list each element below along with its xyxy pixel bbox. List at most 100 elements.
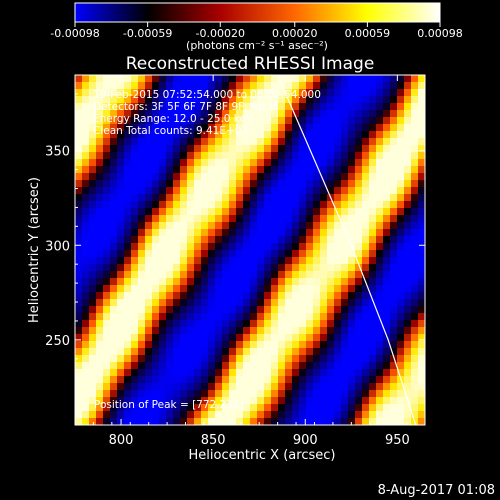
heatmap-cell xyxy=(404,327,412,335)
heatmap-cell xyxy=(376,138,384,146)
heatmap-cell xyxy=(166,131,174,139)
heatmap-cell xyxy=(257,313,265,321)
heatmap-cell xyxy=(327,145,335,153)
heatmap-cell xyxy=(236,145,244,153)
heatmap-cell xyxy=(138,89,146,97)
heatmap-cell xyxy=(369,82,377,90)
heatmap-cell xyxy=(243,243,251,251)
heatmap-cell xyxy=(404,208,412,216)
heatmap-cell xyxy=(397,334,405,342)
heatmap-cell xyxy=(187,117,195,125)
heatmap-cell xyxy=(75,327,83,335)
heatmap-cell xyxy=(355,103,363,111)
heatmap-cell xyxy=(222,159,230,167)
heatmap-cell xyxy=(257,152,265,160)
heatmap-cell xyxy=(250,278,258,286)
heatmap-cell xyxy=(299,110,307,118)
heatmap-cell xyxy=(75,208,83,216)
heatmap-cell xyxy=(117,138,125,146)
heatmap-cell xyxy=(320,243,328,251)
heatmap-cell xyxy=(103,96,111,104)
heatmap-cell xyxy=(187,390,195,398)
heatmap-cell xyxy=(418,313,425,321)
heatmap-cell xyxy=(222,173,230,181)
heatmap-cell xyxy=(264,96,272,104)
heatmap-cell xyxy=(131,397,139,405)
heatmap-cell xyxy=(124,411,132,419)
heatmap-cell xyxy=(257,194,265,202)
heatmap-cell xyxy=(341,369,349,377)
heatmap-cell xyxy=(208,334,216,342)
heatmap-cell xyxy=(397,348,405,356)
heatmap-cell xyxy=(278,110,286,118)
heatmap-cell xyxy=(250,327,258,335)
heatmap-cell xyxy=(208,306,216,314)
heatmap-cell xyxy=(222,166,230,174)
heatmap-cell xyxy=(306,152,314,160)
heatmap-cell xyxy=(201,334,209,342)
heatmap-cell xyxy=(320,194,328,202)
heatmap-cell xyxy=(264,278,272,286)
heatmap-cell xyxy=(89,411,97,419)
heatmap-cell xyxy=(96,124,104,132)
heatmap-cell xyxy=(306,334,314,342)
heatmap-cell xyxy=(306,82,314,90)
heatmap-cell xyxy=(334,180,342,188)
heatmap-cell xyxy=(96,208,104,216)
heatmap-cell xyxy=(103,404,111,412)
heatmap-cell xyxy=(376,229,384,237)
heatmap-cell xyxy=(215,348,223,356)
heatmap-cell xyxy=(313,145,321,153)
heatmap-cell xyxy=(341,271,349,279)
heatmap-cell xyxy=(187,159,195,167)
heatmap-cell xyxy=(292,327,300,335)
heatmap-cell xyxy=(264,264,272,272)
heatmap-cell xyxy=(355,250,363,258)
heatmap-cell xyxy=(89,208,97,216)
heatmap-cell xyxy=(96,159,104,167)
heatmap-cell xyxy=(180,201,188,209)
heatmap-cell xyxy=(411,229,419,237)
heatmap-cell xyxy=(334,194,342,202)
heatmap-cell xyxy=(250,243,258,251)
heatmap-cell xyxy=(145,250,153,258)
heatmap-cell xyxy=(299,383,307,391)
heatmap-cell xyxy=(271,264,279,272)
heatmap-cell xyxy=(271,159,279,167)
heatmap-cell xyxy=(159,313,167,321)
heatmap-cell xyxy=(334,243,342,251)
heatmap-cell xyxy=(96,180,104,188)
heatmap-cell xyxy=(75,390,83,398)
heatmap-cell xyxy=(348,341,356,349)
heatmap-cell xyxy=(201,229,209,237)
heatmap-cell xyxy=(75,278,83,286)
x-axis-label: Heliocentric X (arcsec) xyxy=(189,448,336,463)
heatmap-cell xyxy=(250,208,258,216)
heatmap-cell xyxy=(348,180,356,188)
heatmap-cell xyxy=(313,110,321,118)
heatmap-cell xyxy=(376,362,384,370)
heatmap-cell xyxy=(341,285,349,293)
heatmap-cell xyxy=(320,75,328,83)
heatmap-cell xyxy=(82,334,90,342)
heatmap-cell xyxy=(292,376,300,384)
heatmap-cell xyxy=(278,194,286,202)
heatmap-cell xyxy=(264,208,272,216)
heatmap-cell xyxy=(243,250,251,258)
heatmap-cell xyxy=(236,285,244,293)
heatmap-cell xyxy=(166,411,174,419)
heatmap-cell xyxy=(236,327,244,335)
heatmap-cell xyxy=(89,194,97,202)
heatmap-cell xyxy=(355,390,363,398)
heatmap-cell xyxy=(222,278,230,286)
heatmap-cell xyxy=(306,299,314,307)
heatmap-cell xyxy=(187,229,195,237)
heatmap-cell xyxy=(313,264,321,272)
heatmap-cell xyxy=(306,236,314,244)
heatmap-cell xyxy=(390,362,398,370)
heatmap-cell xyxy=(250,187,258,195)
heatmap-cell xyxy=(404,96,412,104)
heatmap-cell xyxy=(271,327,279,335)
heatmap-cell xyxy=(383,285,391,293)
heatmap-cell xyxy=(96,383,104,391)
